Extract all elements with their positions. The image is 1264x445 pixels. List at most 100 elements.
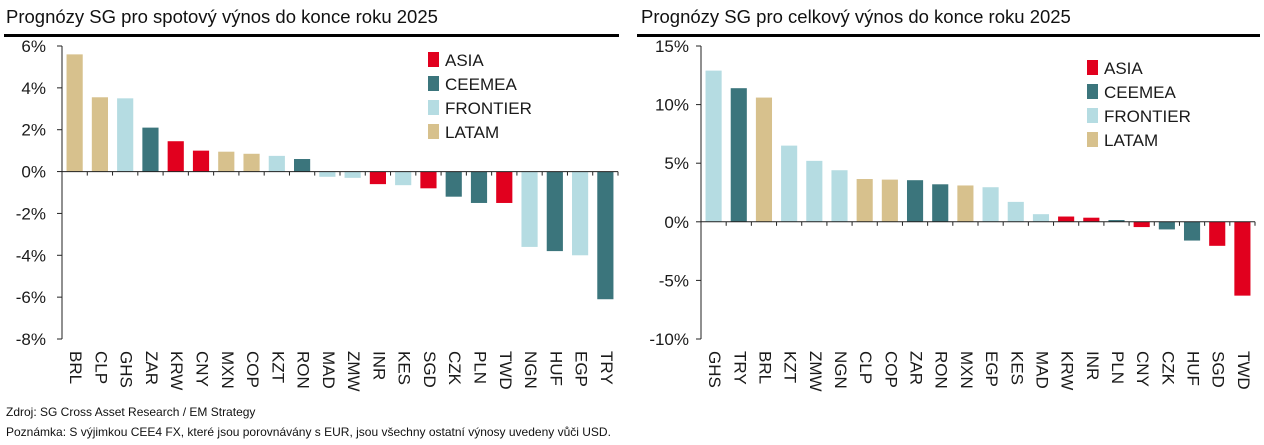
bar-huf	[546, 171, 563, 252]
total-return-chart: 15% 10% 5% 0% -5% -10% GHS TRY BRL KZT ZMW NGN CLP CO…	[649, 37, 1256, 392]
x-tick-label: EGP	[572, 351, 591, 387]
x-tick-label: TWD	[1234, 351, 1253, 390]
bar-try	[730, 88, 747, 222]
legend-swatch-ceemea	[1087, 84, 1098, 99]
bar-cop	[881, 179, 898, 222]
bar-egp	[982, 187, 999, 222]
bar-mad	[1032, 214, 1050, 222]
x-tick-label: MXN	[218, 351, 237, 389]
y-tick-label: 15%	[655, 37, 689, 56]
x-tick-label: KES	[1007, 351, 1026, 385]
x-tick-label: TWD	[496, 351, 515, 390]
bar-sgd	[420, 171, 437, 189]
bar-zar	[142, 127, 159, 172]
legend-swatch-frontier	[428, 100, 439, 115]
legend-label-latam: LATAM	[1104, 131, 1158, 150]
x-tick-label: TRY	[597, 351, 616, 385]
total-return-chart-panel: Prognózy SG pro celkový výnos do konce r…	[633, 0, 1264, 400]
bar-czk	[445, 171, 462, 197]
x-tick-label: GHS	[705, 351, 724, 388]
bar-czk	[1158, 221, 1175, 230]
bar-mad	[319, 171, 336, 177]
y-tick-label: 6%	[21, 37, 46, 56]
x-tick-label: NGN	[521, 351, 540, 389]
x-tick-label: HUF	[1184, 351, 1203, 386]
legend-label-frontier: FRONTIER	[1104, 107, 1191, 126]
bar-zmw	[344, 171, 361, 178]
x-tick-label: CNY	[193, 351, 212, 387]
bar-inr	[1083, 217, 1100, 222]
legend-label-frontier: FRONTIER	[445, 99, 532, 118]
bar-ghs	[705, 70, 722, 222]
x-tick-label: COP	[881, 351, 900, 388]
bar-cny	[192, 150, 210, 172]
x-tick-label: KRW	[1058, 351, 1077, 390]
legend-label-asia: ASIA	[1104, 59, 1143, 78]
bar-kes	[1007, 201, 1024, 222]
x-tick-label: KES	[395, 351, 414, 385]
bar-ngn	[831, 170, 848, 222]
chart-title-spot: Prognózy SG pro spotový výnos do konce r…	[6, 6, 438, 27]
spot-return-chart: 6% 4% 2% 0% -2% -4% -6% -8% BRL CLP GHS ZAR KRW CNY MX…	[16, 37, 619, 392]
bar-ngn	[521, 171, 538, 247]
x-tick-label: EGP	[982, 351, 1001, 387]
x-tick-label: NGN	[831, 351, 850, 389]
legend-swatch-latam	[428, 124, 439, 139]
y-tick-label: 4%	[21, 79, 46, 98]
bar-try	[597, 171, 614, 300]
y-tick-label: 0%	[664, 213, 689, 232]
x-tick-label: GHS	[117, 351, 136, 388]
bar-mxn	[957, 185, 974, 222]
bar-sgd	[1209, 221, 1226, 246]
legend-label-ceemea: CEEMEA	[445, 75, 517, 94]
bar-ron	[932, 184, 949, 222]
bar-kzt	[781, 145, 798, 222]
legend-swatch-frontier	[1087, 108, 1098, 123]
x-tick-label: CLP	[91, 351, 110, 384]
bar-zmw	[806, 160, 823, 222]
x-tick-label: CLP	[856, 351, 875, 384]
bar-brl	[755, 97, 773, 222]
bar-clp	[91, 97, 108, 172]
y-tick-label: -4%	[16, 246, 46, 265]
bar-kzt	[268, 155, 285, 172]
legend-swatch-ceemea	[428, 76, 439, 91]
spot-return-chart-panel: Prognózy SG pro spotový výnos do konce r…	[0, 0, 623, 400]
y-tick-label: -8%	[16, 330, 46, 349]
y-tick-label: 5%	[664, 154, 689, 173]
y-tick-label: 2%	[21, 121, 46, 140]
bar-ron	[294, 159, 311, 172]
bar-egp	[572, 171, 589, 256]
x-tick-label: BRL	[755, 351, 774, 384]
bar-ghs	[117, 98, 134, 172]
bar-krw	[1058, 216, 1075, 222]
legend-label-latam: LATAM	[445, 123, 499, 142]
footnote: Poznámka: S výjimkou CEE4 FX, které jsou…	[6, 425, 611, 439]
x-tick-label: INR	[1083, 351, 1102, 380]
y-tick-label: 10%	[655, 96, 689, 115]
x-tick-label: KRW	[167, 351, 186, 390]
legend-label-asia: ASIA	[445, 51, 484, 70]
x-tick-label: ZMW	[344, 351, 363, 392]
bar-cop	[243, 153, 260, 172]
x-tick-label: KZT	[268, 351, 287, 383]
bar-twd	[496, 171, 513, 203]
x-tick-label: CZK	[1158, 351, 1177, 386]
y-tick-label: -5%	[659, 271, 689, 290]
x-tick-label: MAD	[319, 351, 338, 389]
x-tick-label: PLN	[1108, 351, 1127, 384]
bar-huf	[1183, 221, 1201, 241]
bar-zar	[906, 180, 924, 222]
x-tick-label: KZT	[781, 351, 800, 383]
x-tick-label: ZAR	[907, 351, 926, 385]
y-tick-label: -10%	[649, 330, 689, 349]
source-note: Zdroj: SG Cross Asset Research / EM Stra…	[6, 405, 256, 419]
y-tick-label: 0%	[21, 163, 46, 182]
x-tick-label: COP	[243, 351, 262, 388]
bar-cny	[1133, 221, 1150, 228]
chart-title-total: Prognózy SG pro celkový výnos do konce r…	[641, 6, 1071, 27]
legend-swatch-asia	[428, 52, 439, 67]
legend-swatch-asia	[1087, 60, 1098, 75]
x-tick-label: MXN	[957, 351, 976, 389]
bar-twd	[1234, 221, 1251, 296]
